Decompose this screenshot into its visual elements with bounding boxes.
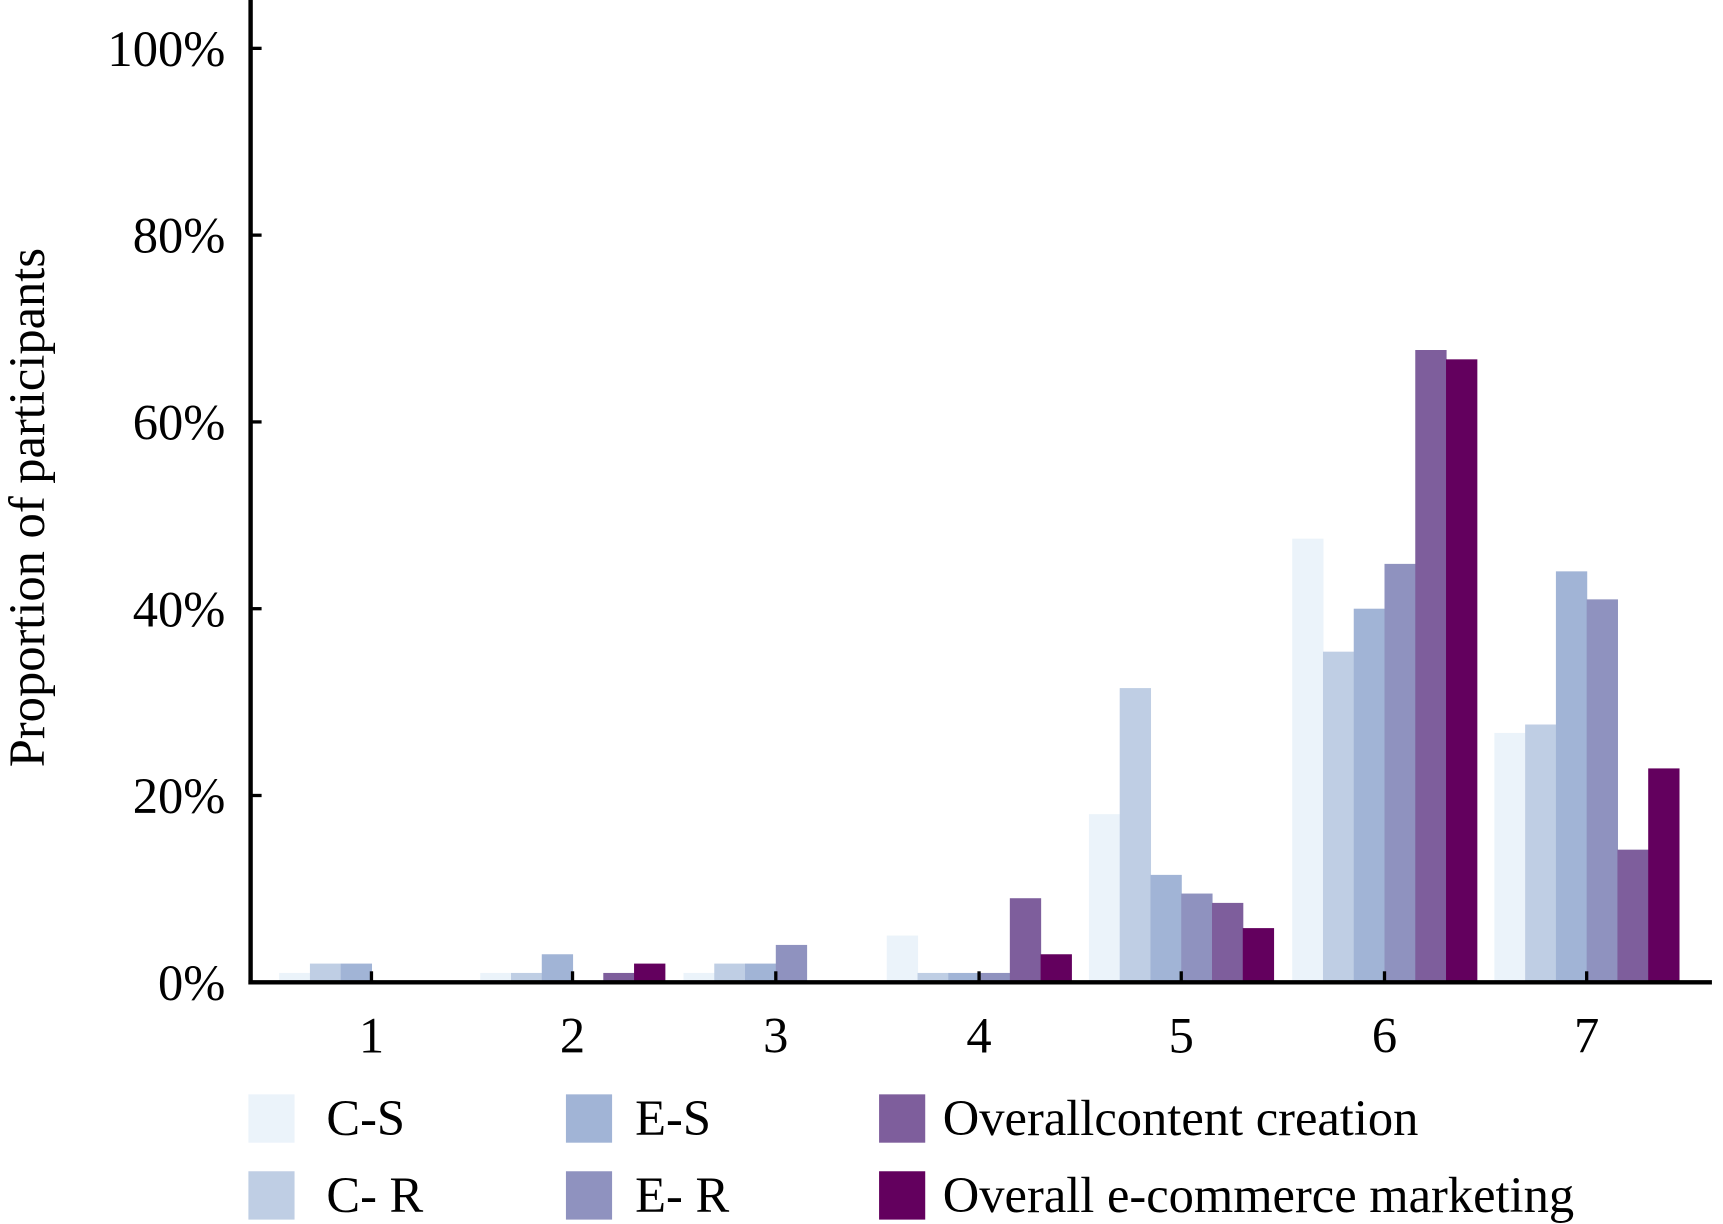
bar-0-0	[279, 972, 311, 983]
bar-2-1	[541, 954, 574, 983]
bar-3-5	[1384, 563, 1416, 983]
bar-0-2	[683, 972, 715, 983]
legend-item: Overallcontent creation	[879, 1090, 1418, 1146]
bar-2-5	[1353, 608, 1386, 983]
bar-0-6	[1494, 732, 1526, 983]
bar-2-6	[1555, 571, 1588, 983]
legend-swatch	[879, 1171, 926, 1220]
legend-swatch	[248, 1171, 295, 1220]
y-tick-label: 0%	[158, 955, 225, 1011]
bar-4-4	[1211, 902, 1244, 983]
bar-3-3	[979, 972, 1011, 983]
axes-layer	[248, 0, 1712, 985]
bar-0-3	[886, 935, 919, 983]
x-tick-label: 4	[966, 1008, 991, 1064]
bar-1-3	[917, 972, 949, 983]
bar-3-4	[1181, 893, 1213, 983]
legend-label: E- R	[635, 1167, 729, 1223]
bar-1-0	[309, 963, 342, 983]
y-axis-label: Proportion of participants	[0, 248, 55, 767]
legend-swatch	[879, 1094, 926, 1143]
bar-0-4	[1088, 814, 1121, 983]
legend-label: Overallcontent creation	[943, 1090, 1419, 1146]
y-tick-label: 20%	[133, 768, 226, 824]
bar-5-3	[1040, 954, 1072, 983]
legend-label: C- R	[326, 1167, 423, 1223]
bar-0-5	[1292, 538, 1324, 983]
y-tick-label: 80%	[133, 208, 226, 264]
x-tick-label: 1	[359, 1008, 384, 1064]
x-ticks: 1 2 3 4 5 6 7	[359, 971, 1599, 1064]
bar-0-1	[480, 972, 512, 983]
bar-2-4	[1150, 874, 1182, 983]
bar-5-1	[634, 963, 666, 983]
legend-swatch	[565, 1171, 613, 1220]
legend: C-S C- R E-S E- R Overallcontent creation Ove…	[248, 1090, 1574, 1223]
bar-5-6	[1648, 768, 1680, 983]
legend-item: E-S	[565, 1090, 711, 1146]
legend-item: C-S	[248, 1090, 405, 1146]
legend-item: E- R	[565, 1167, 729, 1223]
x-tick-label: 2	[560, 1008, 585, 1064]
legend-label: C-S	[326, 1090, 405, 1146]
bar-3-2	[775, 944, 808, 983]
bar-1-1	[511, 972, 543, 983]
bar-5-5	[1446, 359, 1478, 983]
bar-1-6	[1525, 724, 1557, 983]
bar-2-2	[745, 963, 777, 983]
legend-item: Overall e-commerce marketing	[879, 1167, 1574, 1223]
y-ticks: 0% 20% 40% 60% 80% 100%	[107, 21, 262, 1011]
bar-1-2	[714, 963, 746, 983]
y-tick-label: 60%	[133, 394, 226, 450]
y-tick-label: 100%	[107, 21, 225, 77]
bar-4-3	[1009, 898, 1042, 983]
bar-4-1	[603, 972, 635, 983]
legend-swatch	[248, 1094, 295, 1143]
bar-4-6	[1617, 849, 1649, 983]
bar-3-6	[1586, 599, 1618, 983]
x-tick-label: 3	[763, 1008, 788, 1064]
legend-label: E-S	[635, 1090, 711, 1146]
legend-item: C- R	[248, 1167, 424, 1223]
bar-5-4	[1242, 928, 1275, 983]
bar-2-3	[948, 972, 980, 983]
y-tick-label: 40%	[133, 581, 226, 637]
bar-1-4	[1119, 688, 1152, 983]
x-tick-label: 5	[1169, 1008, 1194, 1064]
legend-swatch	[565, 1094, 613, 1143]
x-tick-label: 7	[1574, 1008, 1599, 1064]
bars-layer	[279, 350, 1680, 983]
bar-2-0	[340, 963, 373, 983]
legend-label: Overall e-commerce marketing	[943, 1167, 1574, 1223]
bar-4-5	[1415, 350, 1447, 983]
x-tick-label: 6	[1372, 1008, 1397, 1064]
bar-1-5	[1322, 651, 1355, 983]
